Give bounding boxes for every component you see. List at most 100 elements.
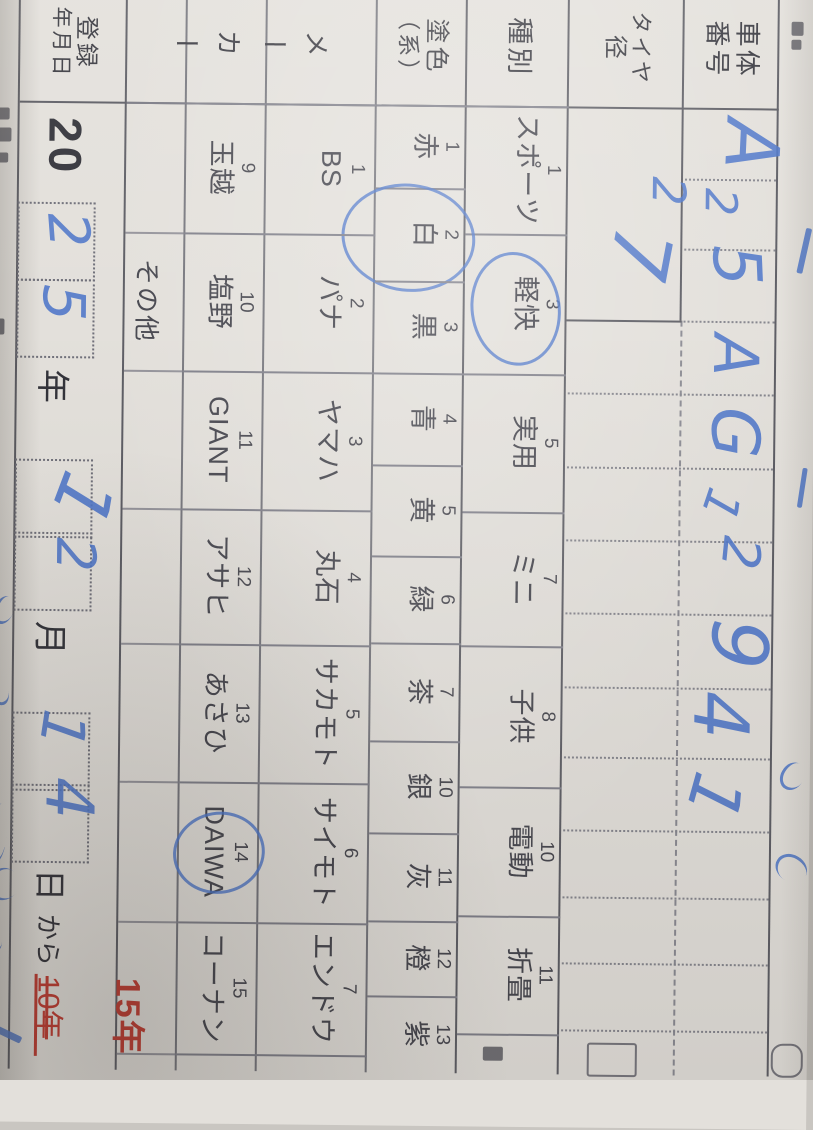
option-cell-maker1 — [257, 1054, 367, 1072]
handwritten-char: 2 — [641, 176, 697, 207]
maker-label-char: ー — [171, 27, 202, 58]
option-number: 11 — [234, 430, 256, 450]
option-name: あさひ — [199, 670, 231, 755]
cut-print-fragment — [791, 39, 802, 50]
digit-box-separator — [561, 1029, 768, 1034]
option-name: 電動 — [504, 823, 536, 880]
other-row-line — [118, 920, 179, 923]
option-cell-maker2: 15 コーナン — [177, 921, 258, 1054]
option-name: パナ — [314, 274, 345, 332]
option-name: ヤマハ — [312, 398, 344, 484]
maker-label-char: カ — [213, 29, 245, 59]
option-name: BS — [315, 149, 347, 189]
option-name: アサヒ — [201, 534, 233, 619]
handwritten-char: 2 — [694, 187, 746, 217]
reg-year-unit: 年 — [32, 368, 71, 404]
option-name: 茶 — [404, 677, 435, 707]
other-row-line — [121, 642, 182, 645]
option-number: 11 — [433, 867, 455, 888]
stray-ink-mark — [0, 931, 3, 953]
option-number: 5 — [540, 437, 562, 449]
handwritten-char: 4 — [676, 690, 766, 740]
handwritten-char: A — [698, 333, 773, 377]
option-cell-color: 11 灰 — [368, 832, 459, 921]
field-label-tire-diameter: タイヤ径 — [569, 0, 685, 108]
handwritten-char: 2 — [34, 209, 102, 251]
option-cell-type: 8 子供 — [460, 645, 563, 787]
option-cell-type: 5 実用 — [463, 373, 566, 512]
field-label-line: 車体 — [732, 20, 764, 79]
field-label-line: 番号 — [702, 20, 734, 79]
option-cell-maker1: 6 サイモト — [258, 782, 369, 923]
other-row-line — [122, 507, 183, 510]
option-cell-maker2: 12 アサヒ — [181, 508, 262, 644]
option-number: 1 — [347, 163, 369, 175]
maker-label-vertical: メーカー — [168, 27, 337, 60]
reg-prefix-20: 20 — [39, 116, 92, 177]
cut-print-fragment — [0, 152, 9, 163]
option-number: 13 — [431, 1023, 454, 1046]
stray-ink-mark — [796, 467, 808, 509]
stray-ink-mark — [0, 861, 26, 907]
option-cell-maker2: 9 玉越 — [185, 102, 266, 233]
handwritten-char: 1 — [669, 763, 761, 829]
option-number: 1 — [543, 164, 565, 176]
option-name: GIANT — [202, 395, 234, 484]
cut-box-corner-top-right — [770, 1043, 803, 1078]
option-name: ミニ — [507, 550, 539, 608]
option-cell-maker2 — [177, 1053, 257, 1071]
option-number: 13 — [231, 702, 253, 724]
option-name: 赤 — [410, 132, 441, 161]
option-cell-maker2: 11 GIANT — [183, 370, 264, 509]
option-cell-type — [457, 1033, 559, 1072]
option-cell-color: 13 紫 — [367, 995, 458, 1073]
stray-ink-mark — [796, 227, 813, 274]
field-label-line: 塗色 — [421, 18, 451, 75]
option-name: コーナン — [196, 931, 229, 1044]
stray-ink-mark — [774, 757, 810, 795]
option-cell-maker1: 7 エンドウ — [257, 922, 368, 1055]
option-cell-maker2: 13 あさひ — [180, 643, 261, 782]
option-cell-maker1: 5 サカモト — [260, 644, 371, 783]
cut-box-fragment-tire-row — [586, 1042, 637, 1078]
field-label-line: 径 — [600, 34, 629, 63]
handwritten-char: 5 — [697, 242, 776, 288]
handwritten-char: 7 — [589, 220, 691, 288]
serial-box-separator — [683, 320, 775, 324]
option-number: 8 — [537, 711, 559, 723]
reg-struck-underline — [34, 973, 38, 1056]
option-number: 11 — [534, 965, 556, 986]
option-name: 紫 — [400, 1020, 432, 1049]
option-number: 1 — [441, 141, 463, 153]
option-name: 銀 — [403, 772, 434, 802]
stray-ink-mark — [770, 848, 813, 889]
maker-label-char: メ — [301, 30, 333, 60]
serial-box-separator — [684, 178, 777, 182]
tire-value-box-line — [566, 319, 682, 323]
option-name: 黒 — [408, 312, 439, 342]
option-number: 12 — [232, 565, 254, 588]
option-number: 3 — [344, 435, 366, 447]
option-number: 2 — [345, 297, 367, 309]
field-label-line: 年月日 — [48, 6, 73, 79]
reg-replacement-15years: 15年 — [107, 977, 147, 1056]
reg-day-unit: 日 — [31, 868, 68, 902]
option-number: 10 — [434, 776, 456, 798]
option-name: エンドウ — [306, 932, 339, 1046]
handwritten-char: 5 — [29, 283, 98, 322]
option-number: 4 — [438, 413, 460, 425]
handwritten-char: 2 — [708, 533, 772, 573]
digit-box-separator — [564, 686, 771, 691]
field-label-maker: メーカー — [127, 0, 378, 104]
option-cell-maker1: 3 ヤマハ — [263, 371, 374, 510]
option-number: 4 — [342, 572, 364, 584]
option-name: 青 — [407, 404, 438, 434]
option-cell-maker1: 2 パナ — [264, 233, 375, 372]
option-name: サカモト — [309, 657, 341, 771]
option-cell-color: 12 橙 — [367, 920, 458, 996]
field-label-line: （系） — [394, 7, 422, 86]
option-cell-maker1: 1 BS — [265, 103, 376, 234]
